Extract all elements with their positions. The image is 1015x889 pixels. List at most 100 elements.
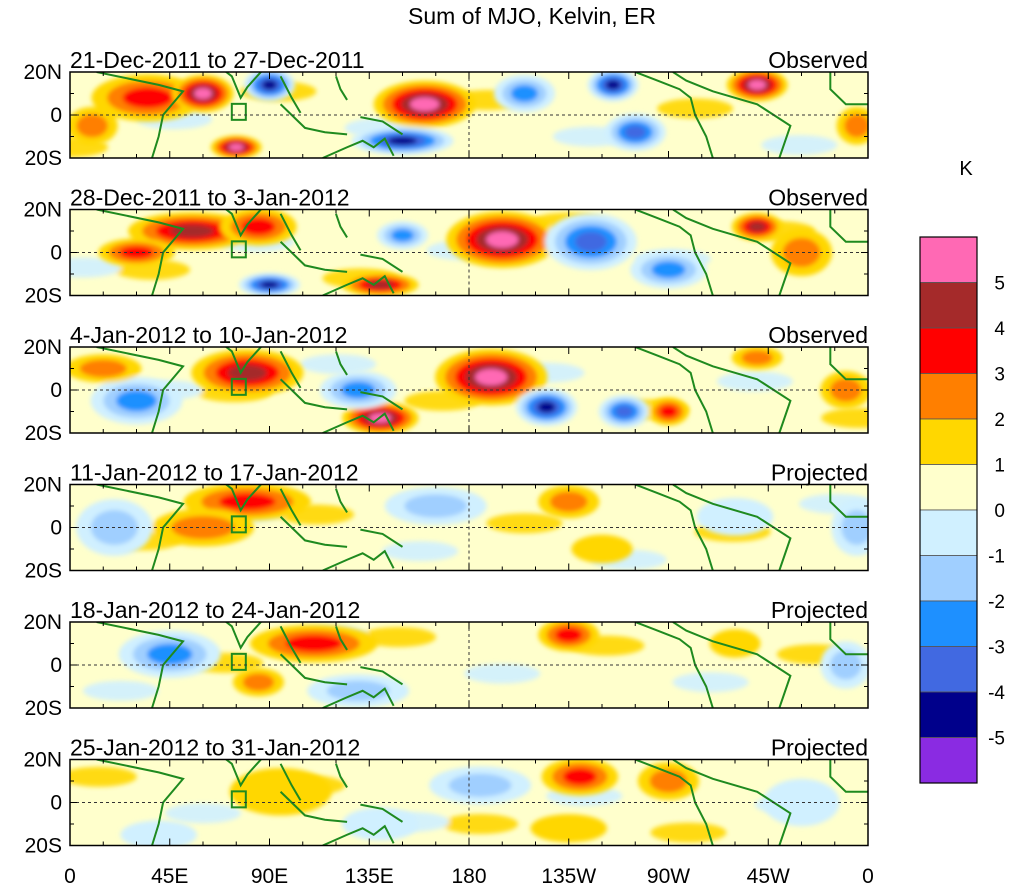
- coastline-new-guinea: [360, 803, 404, 823]
- coastline-west-africa: [829, 72, 868, 106]
- warm-anomaly: [210, 135, 262, 158]
- y-tick-label: 20S: [25, 422, 62, 445]
- weak-anomaly: [165, 803, 241, 824]
- y-tick-label: 20S: [25, 835, 62, 858]
- coastline-india: [224, 759, 263, 788]
- anomaly-field: [70, 347, 868, 433]
- contour-level: [696, 497, 774, 536]
- panel-period: 4-Jan-2012 to 10-Jan-2012: [70, 322, 347, 348]
- y-tick-label: 20N: [23, 199, 62, 222]
- colorbar-label: -3: [988, 638, 1005, 659]
- weak-anomaly: [82, 680, 159, 701]
- cold-anomaly: [90, 377, 183, 425]
- coastline-india: [224, 347, 263, 375]
- colorbar-swatch: [919, 464, 978, 511]
- y-tick-label: 0: [50, 517, 62, 540]
- cold-anomaly: [342, 807, 419, 841]
- contour-level: [659, 405, 678, 418]
- cold-anomaly: [763, 778, 840, 827]
- anomaly-field: [70, 209, 868, 296]
- panel-period: 11-Jan-2012 to 17-Jan-2012: [70, 460, 359, 486]
- coastline-philippines: [335, 488, 348, 513]
- coastline-indonesia: [279, 763, 348, 823]
- region-box: [230, 377, 247, 396]
- contour-level: [410, 97, 440, 112]
- weak-anomaly: [672, 672, 749, 693]
- colorbar-swatch: [919, 282, 978, 329]
- colorbar-swatch: [919, 236, 978, 283]
- contour-level: [555, 627, 583, 643]
- y-tick-label: 20N: [23, 474, 62, 497]
- x-axis: 0 45E 90E 135E 180 135W 90W 45W 0: [64, 865, 874, 888]
- warm-anomaly: [530, 814, 607, 843]
- warm-anomaly: [731, 347, 783, 370]
- cold-anomaly: [515, 388, 578, 427]
- y-tick-label: 20S: [25, 285, 62, 308]
- coastline-west-africa: [829, 622, 868, 656]
- warm-anomaly: [836, 106, 868, 145]
- region-box: [230, 790, 247, 809]
- warm-anomaly: [571, 534, 633, 564]
- warm-anomaly: [70, 354, 142, 383]
- coastline-west-africa: [829, 759, 868, 793]
- contour-level: [285, 635, 343, 652]
- warm-anomaly: [232, 668, 284, 697]
- panel-status: Projected: [771, 597, 868, 623]
- coastline-indonesia: [279, 213, 348, 273]
- coastline-americas-east: [672, 484, 792, 571]
- warm-anomaly: [446, 211, 559, 268]
- x-tick-label: 45E: [151, 865, 188, 888]
- coastline-americas-east: [672, 347, 792, 433]
- y-tick-label: 20S: [25, 147, 62, 170]
- x-tick-label: 135E: [345, 865, 394, 888]
- contour-level: [342, 807, 419, 841]
- colorbar-label: -1: [988, 547, 1005, 568]
- colorbar: K 5 4 3 2 1 0 -1 -2 -3 -4 -5: [919, 158, 1005, 784]
- y-tick-label: 20N: [23, 61, 62, 84]
- coastline-americas-west: [634, 759, 714, 846]
- panel-period: 25-Jan-2012 to 31-Jan-2012: [70, 735, 360, 761]
- coastline-australia: [322, 687, 395, 708]
- anomaly-features: [76, 484, 868, 564]
- cold-anomaly: [604, 113, 666, 152]
- coastline-americas-west: [634, 622, 714, 708]
- y-tick-label: 20N: [23, 611, 62, 634]
- contour-level: [367, 280, 394, 289]
- cold-anomaly: [630, 250, 707, 289]
- anomaly-field: [70, 622, 868, 708]
- coastline-indonesia: [279, 488, 348, 548]
- cold-anomaly: [118, 630, 221, 678]
- colorbar-label: 3: [994, 365, 1005, 386]
- y-tick-label: 0: [50, 792, 62, 815]
- colorbar-swatch: [919, 327, 978, 374]
- coastline-india: [224, 622, 263, 650]
- contour-level: [841, 510, 868, 545]
- warm-anomaly: [250, 624, 378, 663]
- contour-level: [844, 114, 868, 138]
- contour-level: [763, 778, 840, 827]
- cold-anomaly: [831, 499, 868, 556]
- coastline-indonesia: [279, 625, 348, 686]
- contour-level: [387, 136, 418, 145]
- colorbar-swatch: [919, 737, 978, 784]
- contour-level: [562, 768, 597, 786]
- panel-status: Observed: [768, 185, 868, 211]
- warm-anomaly: [172, 74, 234, 113]
- weak-anomaly: [657, 98, 734, 119]
- contour-level: [227, 364, 267, 382]
- x-tick-label: 90E: [251, 865, 288, 888]
- weak-anomaly: [650, 822, 727, 843]
- region-box: [230, 102, 247, 121]
- colorbar-units: K: [959, 158, 973, 180]
- warm-anomaly: [435, 348, 548, 406]
- coastline-americas-west: [634, 484, 714, 571]
- contour-level: [605, 80, 621, 90]
- anomaly-features: [98, 209, 833, 296]
- panel-period: 21-Dec-2011 to 27-Dec-2011: [70, 47, 365, 73]
- coastline-philippines: [335, 763, 348, 788]
- colorbar-label: 0: [994, 501, 1005, 522]
- colorbar-swatch: [919, 418, 978, 465]
- weak-anomaly: [486, 513, 563, 534]
- warm-anomaly: [731, 212, 783, 241]
